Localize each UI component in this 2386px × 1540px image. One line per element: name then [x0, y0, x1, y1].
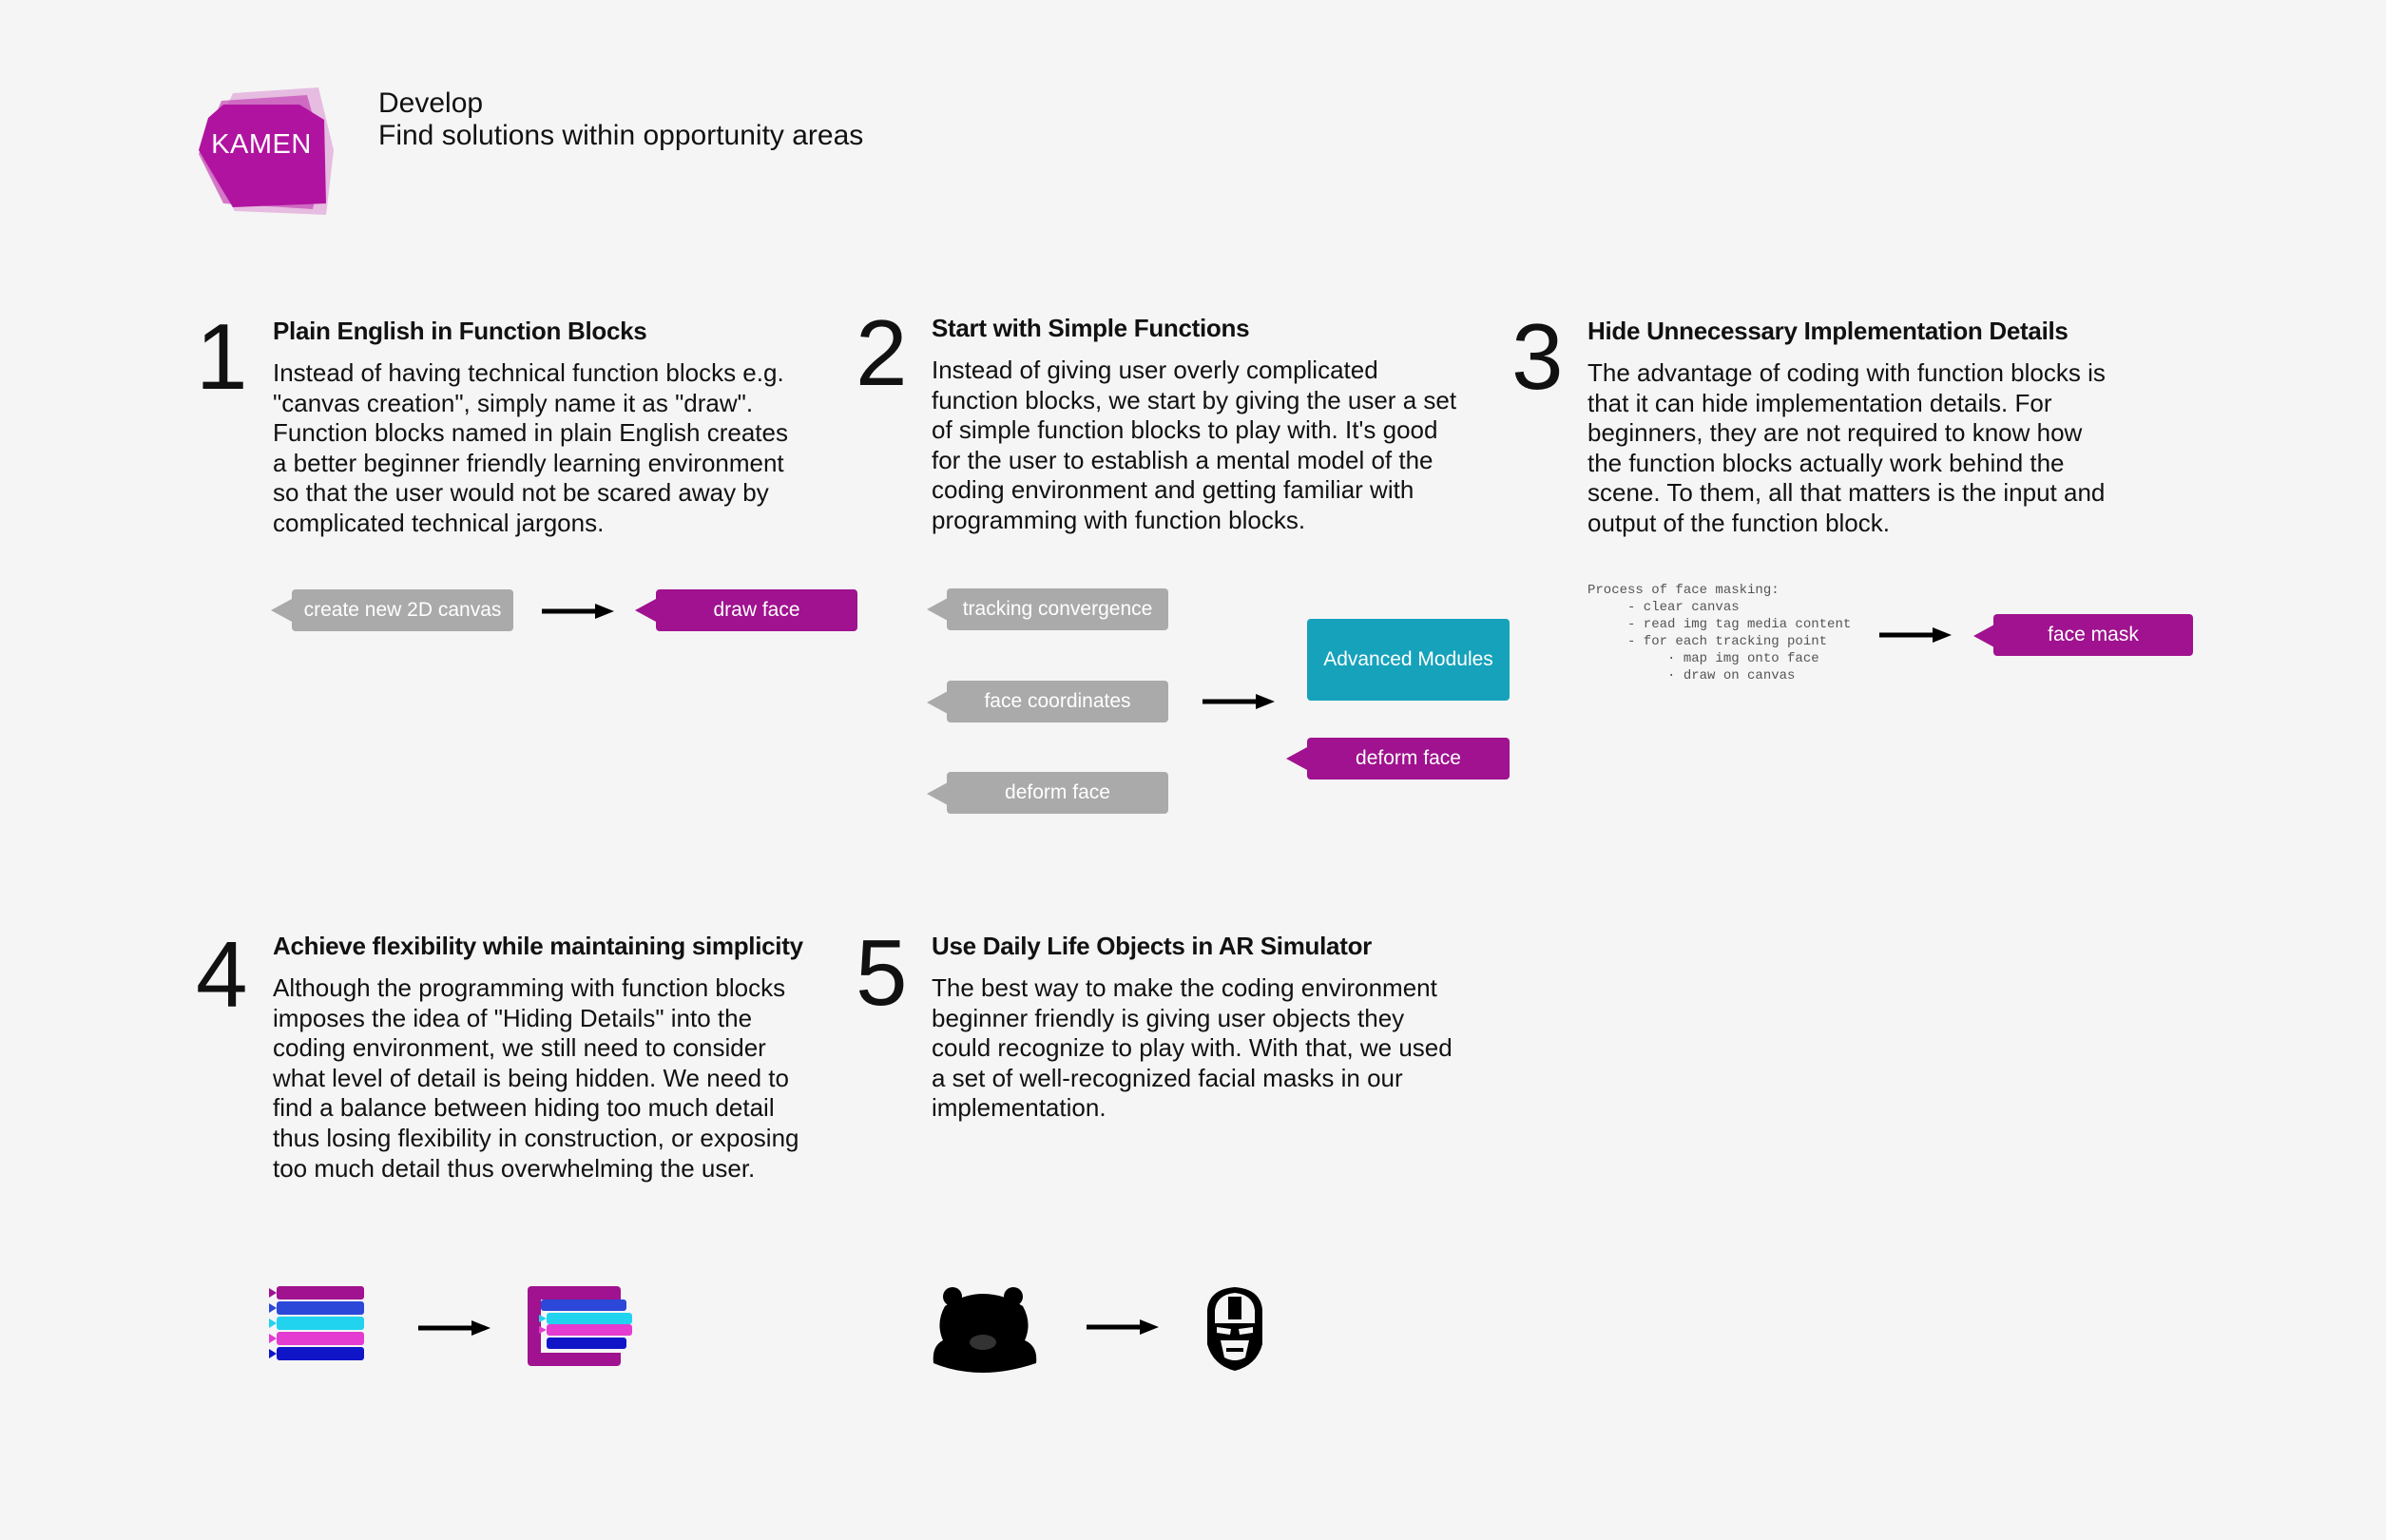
section-4-title: Achieve flexibility while maintaining si…: [273, 932, 803, 960]
logo-shape-icon: [199, 87, 334, 215]
section-3-title: Hide Unnecessary Implementation Details: [1587, 317, 2069, 345]
block-notch-icon: [927, 598, 948, 621]
block-notch-icon: [635, 599, 656, 622]
section-1-body: Instead of having technical function blo…: [273, 358, 788, 537]
block-deform-face: deform face: [1307, 738, 1510, 780]
block-notch-icon: [271, 599, 292, 622]
section-5-body: The best way to make the coding environm…: [932, 973, 1453, 1123]
section-1-title: Plain English in Function Blocks: [273, 317, 647, 345]
block-notch-icon: [927, 782, 948, 805]
arrow-right-icon: [1087, 1319, 1159, 1335]
stacked-blocks-icon: [269, 1286, 364, 1360]
bear-mask-icon: [933, 1287, 1037, 1373]
code-snippet: Process of face masking: - clear canvas …: [1587, 583, 1852, 683]
section-4-number: 4: [196, 922, 248, 1027]
block-deform-face-gray: deform face: [947, 772, 1168, 814]
section-5-number: 5: [856, 920, 908, 1025]
block-tracking-convergence: tracking convergence: [947, 588, 1168, 630]
arrow-right-icon: [418, 1320, 491, 1336]
block-notch-icon: [1973, 625, 1994, 647]
section-3-number: 3: [1511, 304, 1564, 409]
block-draw-face: draw face: [656, 589, 857, 631]
arrow-right-icon: [1203, 694, 1275, 709]
block-notch-icon: [1286, 747, 1307, 770]
arrow-right-icon: [1879, 627, 1952, 643]
nested-blocks-icon: [528, 1286, 634, 1366]
section-5-title: Use Daily Life Objects in AR Simulator: [932, 932, 1372, 960]
iron-man-mask-icon: [1207, 1287, 1262, 1371]
logo-text: KAMEN: [211, 129, 312, 160]
page-title: Develop: [378, 87, 484, 119]
section-2-title: Start with Simple Functions: [932, 314, 1250, 342]
kamen-logo: KAMEN: [195, 84, 337, 221]
block-create-canvas: create new 2D canvas: [292, 589, 513, 631]
block-notch-icon: [927, 691, 948, 714]
arrow-right-icon: [542, 604, 614, 619]
block-face-coordinates: face coordinates: [947, 681, 1168, 722]
section-2-number: 2: [856, 300, 908, 405]
section-2-body: Instead of giving user overly complicate…: [932, 356, 1457, 534]
advanced-modules-block: Advanced Modules: [1307, 619, 1510, 701]
section-3-body: The advantage of coding with function bl…: [1587, 358, 2106, 537]
block-face-mask: face mask: [1993, 614, 2193, 656]
section-4-body: Although the programming with function b…: [273, 973, 799, 1183]
page-subtitle: Find solutions within opportunity areas: [378, 120, 864, 151]
section-1-number: 1: [196, 304, 248, 409]
